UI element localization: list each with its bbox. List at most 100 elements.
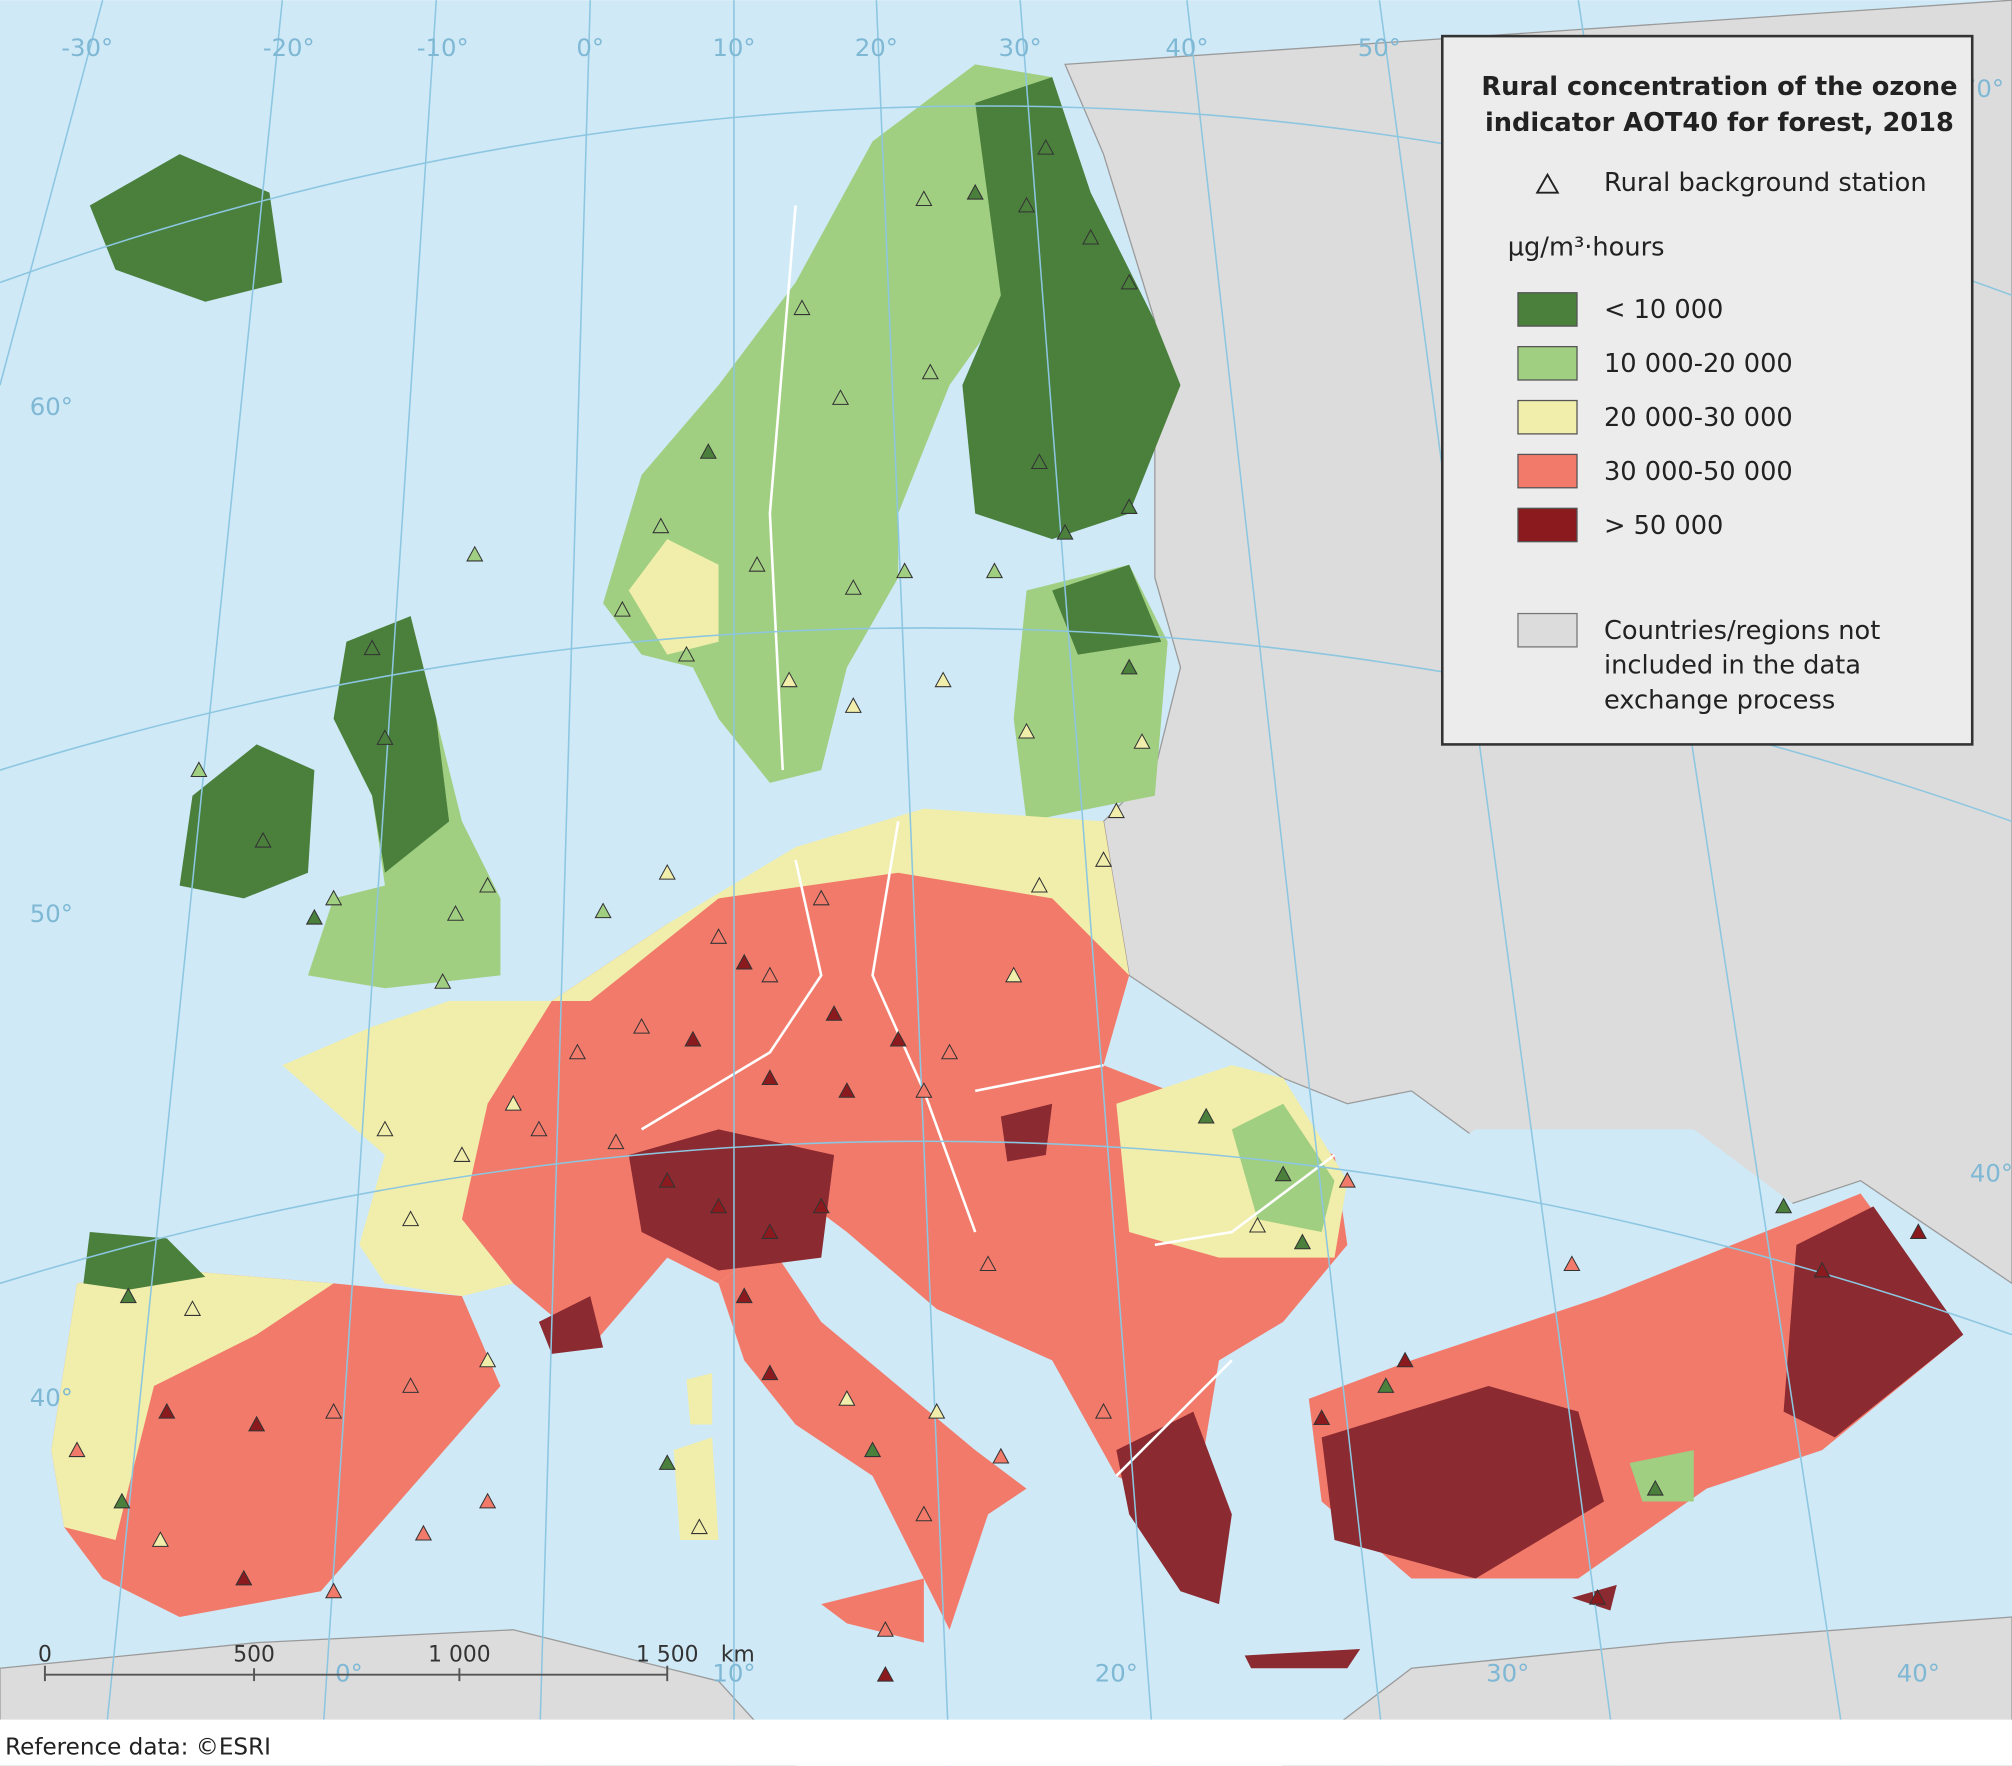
station: [158, 1402, 176, 1419]
station: [735, 953, 753, 970]
unit-label: µg/m³·hours: [1508, 232, 1665, 262]
station: [235, 1569, 253, 1586]
station: [1094, 1402, 1113, 1419]
station: [710, 1197, 728, 1214]
graticule-label: 40°: [1970, 1158, 2012, 1187]
station: [921, 363, 939, 380]
station: [1646, 1479, 1664, 1496]
station: [479, 1492, 497, 1509]
scale-label: 500: [233, 1642, 275, 1667]
station: [761, 966, 779, 983]
graticule-label: 40°: [1897, 1659, 1940, 1688]
station: [876, 1621, 894, 1637]
graticule-label: 60°: [30, 392, 73, 421]
station: [402, 1210, 420, 1227]
station: [594, 902, 612, 919]
station: [915, 190, 933, 207]
graticule-label: 30°: [999, 33, 1042, 62]
station: [735, 1287, 753, 1304]
station: [113, 1492, 131, 1509]
legend-label: 20 000-30 000: [1604, 403, 1793, 433]
alps: [628, 1129, 835, 1271]
norway-south: [628, 539, 719, 655]
station: [1563, 1255, 1581, 1272]
station: [934, 671, 952, 688]
scale-bar: 0 500 1 000 1 500 km: [38, 1642, 755, 1682]
station: [446, 905, 465, 921]
station: [376, 1120, 394, 1137]
station: [896, 562, 914, 579]
station: [831, 389, 850, 405]
station: [530, 1120, 548, 1137]
station: [402, 1377, 420, 1393]
station: [633, 1017, 651, 1034]
station: [1293, 1233, 1311, 1250]
graticule-label: 50°: [30, 899, 73, 928]
scale-label: 1 000: [428, 1642, 490, 1667]
station: [376, 729, 394, 745]
graticule-label: 40°: [1165, 33, 1208, 62]
sardinia: [673, 1437, 719, 1540]
station: [780, 671, 798, 688]
station: [761, 1069, 779, 1085]
station: [1338, 1171, 1356, 1188]
scale-unit: km: [721, 1642, 755, 1667]
hungary-patch: [1000, 1103, 1053, 1162]
station: [479, 1351, 497, 1368]
station: [761, 1223, 779, 1239]
station: [915, 1505, 933, 1522]
legend: Rural concentration of the ozone indicat…: [1440, 34, 1974, 746]
station: [658, 1171, 676, 1188]
station: [151, 1531, 169, 1547]
station: [838, 1390, 856, 1406]
black-sea: [1360, 1129, 1797, 1297]
station: [607, 1133, 625, 1150]
legend-title: indicator AOT40 for forest, 2018: [1485, 108, 1954, 138]
station: [325, 1582, 343, 1599]
graticule-label: -20°: [263, 33, 315, 62]
ireland: [179, 744, 315, 899]
graticule-label: 30°: [1486, 1659, 1529, 1688]
station: [479, 876, 497, 893]
station: [434, 973, 452, 989]
legend-swatch: [1517, 292, 1578, 327]
station: [1197, 1107, 1215, 1124]
excluded-label: included in the data: [1604, 651, 1861, 681]
sicily: [821, 1578, 924, 1643]
station: [844, 697, 862, 713]
legend-swatch: [1517, 507, 1578, 543]
station: [1396, 1351, 1414, 1368]
station: [254, 831, 272, 848]
station: [793, 299, 811, 316]
greece: [1116, 1411, 1232, 1605]
station: [1107, 802, 1125, 819]
station: [889, 1030, 907, 1047]
station: [119, 1287, 137, 1304]
station: [190, 761, 208, 778]
graticule-label: 20°: [1095, 1659, 1138, 1688]
station: [748, 556, 766, 572]
crete: [1244, 1649, 1361, 1669]
station: [985, 562, 1004, 579]
graticule-label: 0°: [335, 1659, 363, 1688]
station: [568, 1043, 586, 1060]
legend-label: < 10 000: [1604, 295, 1723, 325]
station: [1017, 196, 1036, 213]
graticule-label: 10°: [712, 33, 755, 62]
station: [325, 889, 343, 906]
station: [658, 1454, 676, 1470]
station: [1120, 498, 1138, 514]
station: [1017, 722, 1036, 739]
station-symbol: [1535, 172, 1560, 194]
corsica: [686, 1373, 713, 1425]
legend-box: [1440, 34, 1974, 746]
station: [761, 1364, 779, 1381]
station: [1313, 1409, 1331, 1426]
graticule-label: 0°: [576, 33, 604, 62]
graticule-label: 50°: [1358, 33, 1401, 62]
station: [453, 1146, 471, 1162]
scale-line: [43, 1665, 669, 1682]
station: [812, 1197, 830, 1214]
